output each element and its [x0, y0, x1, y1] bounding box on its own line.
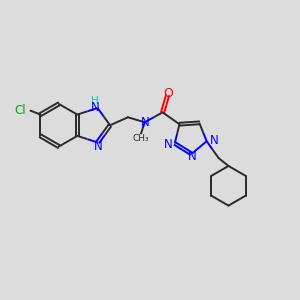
Text: CH₃: CH₃: [133, 134, 149, 142]
Text: Cl: Cl: [14, 104, 26, 117]
Text: N: N: [140, 116, 149, 129]
Text: O: O: [164, 87, 173, 100]
Text: N: N: [91, 101, 100, 114]
Text: N: N: [164, 138, 173, 151]
Text: H: H: [91, 96, 99, 106]
Text: N: N: [94, 140, 102, 153]
Text: N: N: [210, 134, 218, 147]
Text: N: N: [188, 150, 197, 164]
